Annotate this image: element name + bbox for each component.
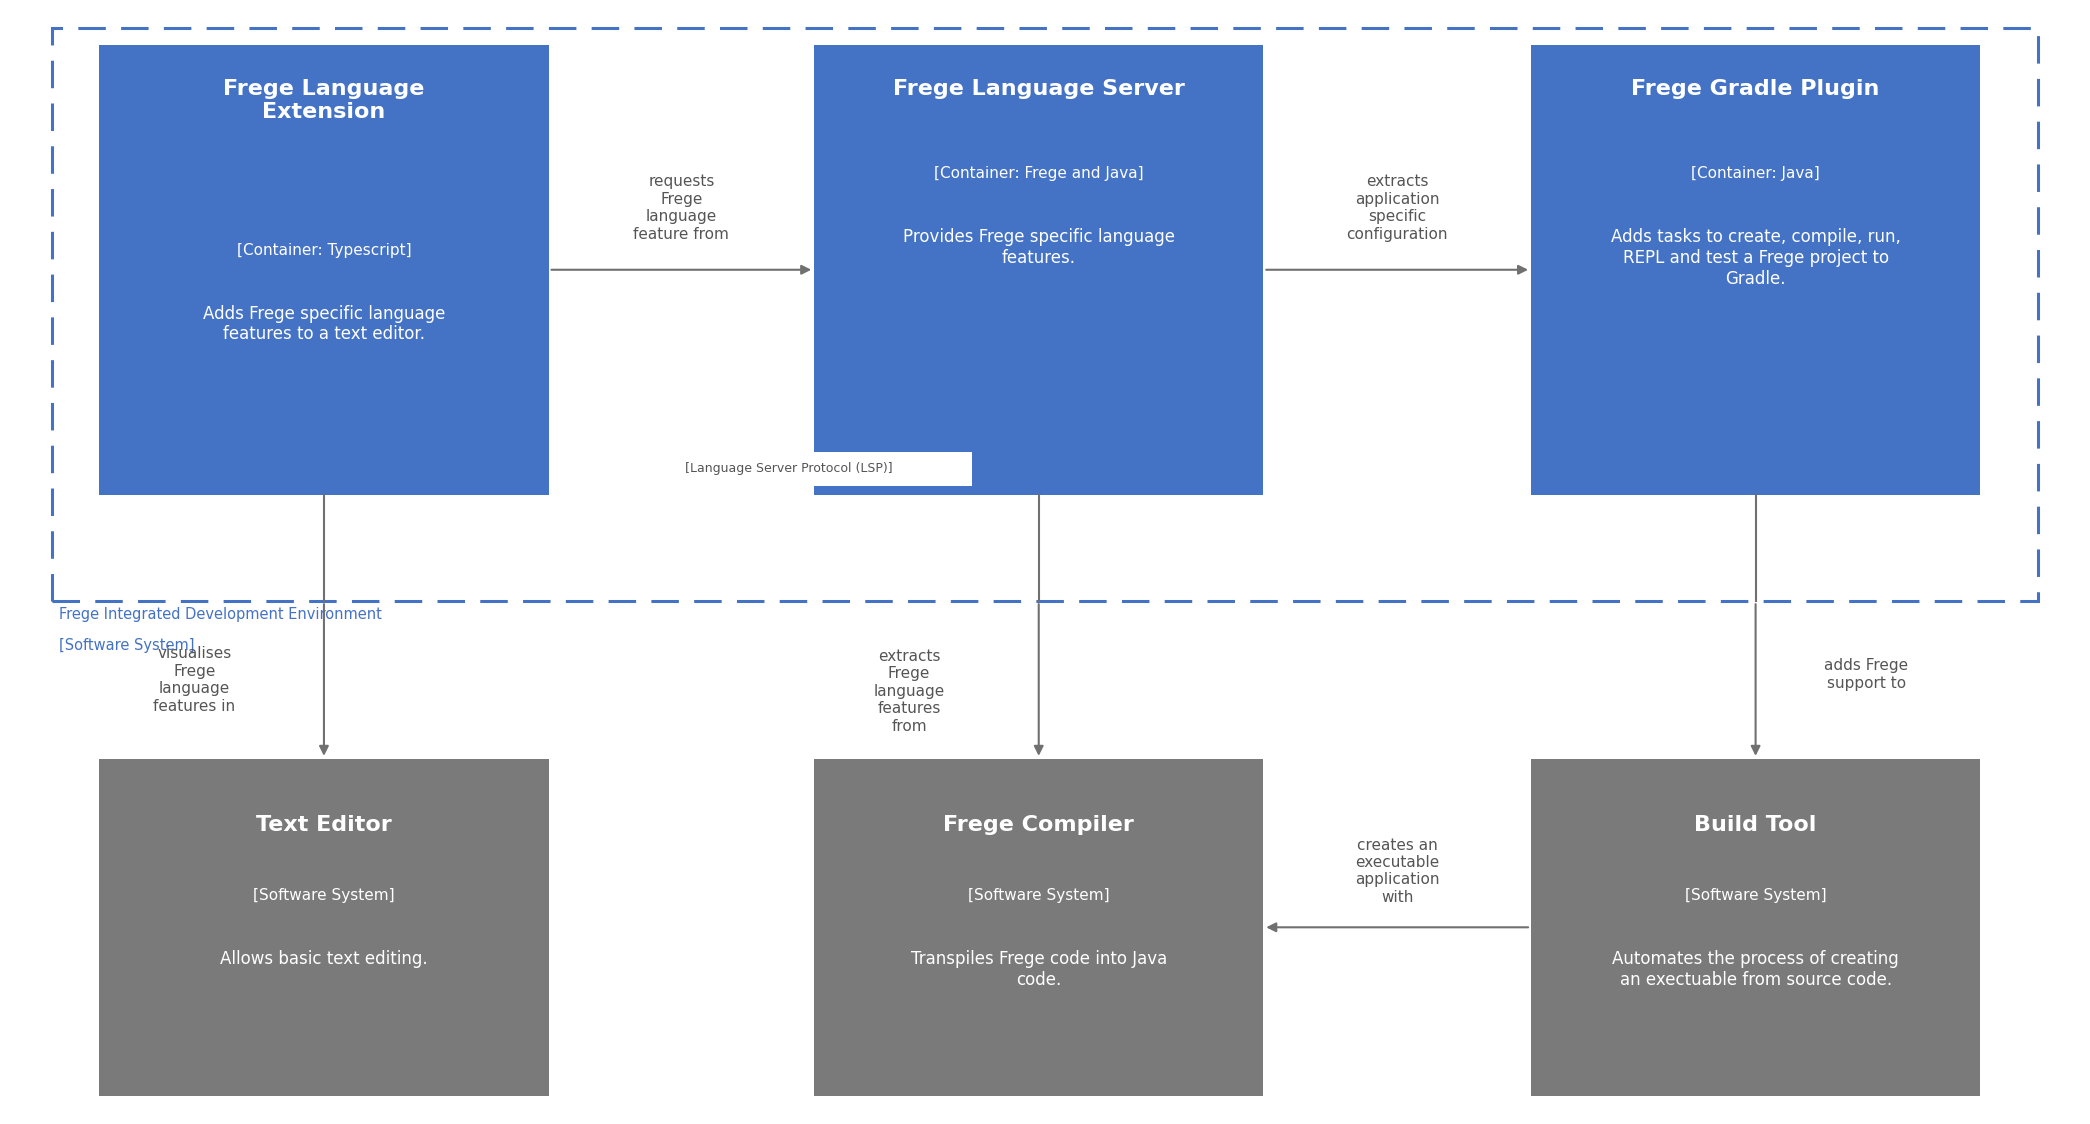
FancyBboxPatch shape bbox=[1530, 45, 1981, 495]
Text: visualises
Frege
language
features in: visualises Frege language features in bbox=[153, 646, 236, 714]
Text: [Software System]: [Software System] bbox=[1685, 888, 1827, 903]
Text: Frege Language Server: Frege Language Server bbox=[892, 79, 1185, 99]
Text: Automates the process of creating
an exectuable from source code.: Automates the process of creating an exe… bbox=[1611, 950, 1900, 989]
Text: [Container: Java]: [Container: Java] bbox=[1691, 166, 1820, 181]
FancyBboxPatch shape bbox=[1530, 759, 1981, 1096]
Text: Adds Frege specific language
features to a text editor.: Adds Frege specific language features to… bbox=[203, 305, 445, 344]
Text: [Software System]: [Software System] bbox=[253, 888, 395, 903]
Text: Text Editor: Text Editor bbox=[257, 815, 391, 835]
Text: Provides Frege specific language
features.: Provides Frege specific language feature… bbox=[903, 228, 1175, 268]
Text: Frege Language
Extension: Frege Language Extension bbox=[224, 79, 424, 121]
Text: requests
Frege
language
feature from: requests Frege language feature from bbox=[633, 174, 729, 242]
FancyBboxPatch shape bbox=[100, 45, 548, 495]
Text: Frege Integrated Development Environment: Frege Integrated Development Environment bbox=[59, 607, 380, 622]
FancyBboxPatch shape bbox=[815, 759, 1262, 1096]
FancyBboxPatch shape bbox=[100, 759, 548, 1096]
Text: Frege Gradle Plugin: Frege Gradle Plugin bbox=[1632, 79, 1879, 99]
Text: Allows basic text editing.: Allows basic text editing. bbox=[219, 950, 428, 968]
FancyBboxPatch shape bbox=[815, 45, 1262, 495]
Text: [Container: Frege and Java]: [Container: Frege and Java] bbox=[934, 166, 1143, 181]
Text: [Software System]: [Software System] bbox=[59, 638, 194, 653]
Text: Adds tasks to create, compile, run,
REPL and test a Frege project to
Gradle.: Adds tasks to create, compile, run, REPL… bbox=[1611, 228, 1900, 288]
Text: Frege Compiler: Frege Compiler bbox=[943, 815, 1135, 835]
FancyBboxPatch shape bbox=[606, 452, 972, 486]
Text: Transpiles Frege code into Java
code.: Transpiles Frege code into Java code. bbox=[911, 950, 1166, 989]
Text: extracts
Frege
language
features
from: extracts Frege language features from bbox=[874, 649, 945, 734]
Text: [Language Server Protocol (LSP)]: [Language Server Protocol (LSP)] bbox=[686, 462, 892, 475]
Text: adds Frege
support to: adds Frege support to bbox=[1825, 659, 1908, 690]
Text: Build Tool: Build Tool bbox=[1695, 815, 1816, 835]
Text: creates an
executable
application
with: creates an executable application with bbox=[1354, 837, 1440, 905]
Text: extracts
application
specific
configuration: extracts application specific configurat… bbox=[1346, 174, 1448, 242]
Text: [Container: Typescript]: [Container: Typescript] bbox=[236, 243, 412, 257]
Text: [Software System]: [Software System] bbox=[968, 888, 1110, 903]
